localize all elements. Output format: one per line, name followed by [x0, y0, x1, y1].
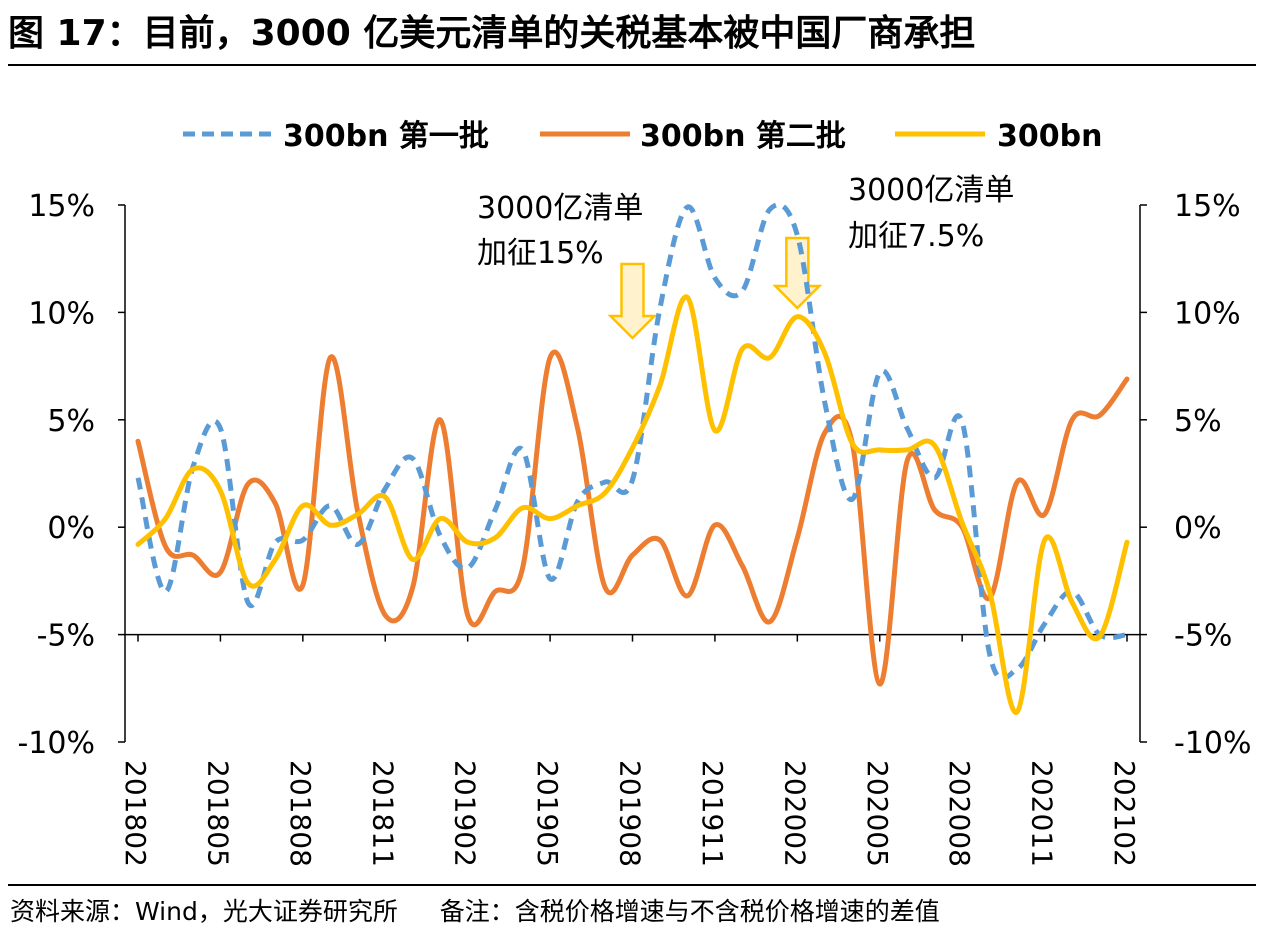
x-tick-label: 201908	[614, 760, 647, 867]
y-tick-label-right: 5%	[1174, 404, 1222, 439]
y-tick-label-right: 0%	[1174, 511, 1222, 546]
y-tick-label-right: 15%	[1174, 189, 1241, 224]
x-tick-label: 202102	[1108, 760, 1141, 867]
y-tick-label-right: 10%	[1174, 296, 1241, 331]
y-tick-label-right: -10%	[1174, 726, 1252, 761]
x-tick-label: 202008	[943, 760, 976, 867]
title-divider	[8, 64, 1256, 66]
y-tick-label-left: 0%	[47, 511, 95, 546]
y-tick-label-left: -10%	[17, 726, 95, 761]
x-tick-label: 201902	[449, 760, 482, 867]
series-layer	[135, 202, 1130, 715]
x-tick-label: 201802	[119, 760, 152, 867]
footer-divider	[8, 884, 1256, 886]
x-tick-label: 202005	[861, 760, 894, 867]
annotation-1-line-2: 加征15%	[477, 236, 604, 271]
annotations: 3000亿清单 加征15% 3000亿清单 加征7.5%	[477, 173, 1014, 340]
y-tick-label-right: -5%	[1174, 619, 1232, 654]
x-tick-label: 201905	[531, 760, 564, 867]
x-tick-label: 201811	[366, 760, 399, 867]
x-tick-label: 202002	[778, 760, 811, 867]
footer: 资料来源：Wind，光大证券研究所 备注：含税价格增速与不含税价格增速的差值	[10, 892, 940, 928]
x-tick-label: 201805	[201, 760, 234, 867]
annotation-arrow-1	[607, 262, 658, 340]
legend-label-series-3: 300bn	[997, 119, 1102, 154]
series-line-2	[135, 349, 1130, 687]
x-tick-label: 201808	[284, 760, 317, 867]
series-line-3	[135, 294, 1130, 715]
x-tick-label: 201911	[696, 760, 729, 867]
annotation-2-line-2: 加征7.5%	[848, 219, 984, 254]
axes: 15% 15% 10% 10% 5% 5% 0% 0% -5% -5% -10% -10% 201802…	[17, 189, 1251, 867]
x-tick-label: 202011	[1026, 760, 1059, 867]
annotation-1-line-1: 3000亿清单	[477, 191, 643, 226]
chart-title: 图 17：目前，3000 亿美元清单的关税基本被中国厂商承担	[8, 13, 976, 54]
legend: 300bn 第一批 300bn 第二批 300bn	[183, 119, 1102, 154]
y-tick-label-left: -5%	[37, 619, 95, 654]
legend-label-series-1: 300bn 第一批	[283, 119, 489, 154]
remark-note: 备注：含税价格增速与不含税价格增速的差值	[439, 897, 940, 926]
legend-label-series-2: 300bn 第二批	[640, 119, 846, 154]
source-note: 资料来源：Wind，光大证券研究所	[10, 897, 398, 926]
annotation-2-line-1: 3000亿清单	[848, 173, 1014, 208]
y-tick-label-left: 5%	[47, 404, 95, 439]
annotation-arrow-2	[772, 236, 823, 310]
y-tick-label-left: 15%	[28, 189, 95, 224]
y-tick-label-left: 10%	[28, 296, 95, 331]
